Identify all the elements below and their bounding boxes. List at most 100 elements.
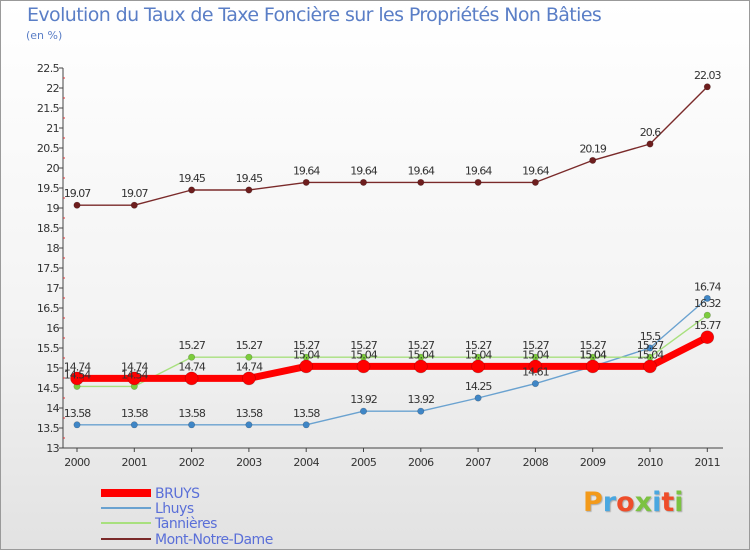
data-label: 19.45 xyxy=(236,172,263,185)
data-label: 15.04 xyxy=(465,348,492,361)
data-label: 15.77 xyxy=(694,319,721,332)
legend-label: Tannières xyxy=(154,516,217,532)
data-label: 15.27 xyxy=(178,339,205,352)
data-label: 15.27 xyxy=(293,339,320,352)
y-tick-label: 16 xyxy=(46,322,59,335)
data-point xyxy=(70,371,84,386)
data-label: 13.58 xyxy=(121,407,148,420)
data-point xyxy=(245,186,253,194)
series-line xyxy=(77,297,708,426)
data-label: 19.64 xyxy=(408,164,435,177)
data-label: 14.25 xyxy=(465,380,492,393)
x-tick-label: 2001 xyxy=(121,456,147,469)
data-label: 19.64 xyxy=(465,164,492,177)
data-label: 20.19 xyxy=(579,142,606,155)
y-tick-label: 18 xyxy=(46,242,59,255)
data-label: 15.27 xyxy=(637,339,664,352)
y-tick-label: 16.5 xyxy=(37,302,60,315)
data-label: 14.54 xyxy=(121,368,148,381)
data-point xyxy=(130,421,138,429)
y-tick-label: 13.5 xyxy=(37,422,60,435)
data-label: 15.27 xyxy=(579,339,606,352)
data-label: 19.45 xyxy=(178,172,205,185)
y-tick-label: 19 xyxy=(46,202,59,215)
data-point xyxy=(299,359,314,374)
data-point xyxy=(302,421,310,429)
y-tick-label: 21 xyxy=(46,122,59,135)
data-label: 19.64 xyxy=(522,164,549,177)
data-point xyxy=(184,371,199,386)
data-point xyxy=(531,178,539,186)
data-point xyxy=(531,380,539,388)
data-point xyxy=(73,201,81,209)
x-tick-label: 2005 xyxy=(351,456,377,469)
data-labels: 14.74 14.74 13.58 13.58 13.58 13.58 13.58 13.92… xyxy=(64,69,723,420)
y-tick-label: 22.5 xyxy=(37,62,60,75)
data-label: 13.58 xyxy=(64,407,91,420)
data-point xyxy=(589,156,597,164)
data-point xyxy=(528,359,543,374)
data-label: 15.27 xyxy=(236,339,263,352)
data-label: 15.27 xyxy=(408,339,435,352)
proxiti-logo: Proxiti xyxy=(583,487,684,518)
series-line xyxy=(77,86,708,206)
data-point xyxy=(188,421,196,429)
y-tick-label: 15.5 xyxy=(37,342,60,355)
data-label: 19.07 xyxy=(121,187,148,200)
x-tick-label: 2007 xyxy=(465,456,491,469)
x-tick-label: 2011 xyxy=(694,456,720,469)
data-label: 15.04 xyxy=(350,348,377,361)
legend-label: BRUYS xyxy=(155,486,200,502)
legend-label: Mont-Notre-Dame xyxy=(155,532,273,548)
data-label: 15.04 xyxy=(579,348,606,361)
data-point xyxy=(127,371,142,386)
data-label: 22.03 xyxy=(694,69,721,82)
data-label: 14.54 xyxy=(64,368,91,381)
y-unit-label: (en %) xyxy=(26,29,63,42)
y-tick-label: 14.5 xyxy=(37,382,60,395)
x-tick-label: 2006 xyxy=(408,456,434,469)
data-point xyxy=(646,140,654,148)
data-point xyxy=(471,359,485,374)
x-tick-label: 2009 xyxy=(580,456,606,469)
data-label: 16.74 xyxy=(694,280,721,293)
data-label: 14.74 xyxy=(178,360,205,373)
data-label: 16.32 xyxy=(694,297,721,310)
data-point xyxy=(413,359,428,374)
data-point xyxy=(703,83,711,91)
x-tick-label: 2002 xyxy=(179,456,205,469)
x-tick-label: 2003 xyxy=(236,456,262,469)
y-tick-label: 13 xyxy=(46,442,59,455)
series-line xyxy=(77,334,709,382)
series-line xyxy=(77,314,708,388)
data-point xyxy=(643,359,657,374)
data-label: 15.27 xyxy=(350,339,377,352)
legend-label: Lhuys xyxy=(155,501,194,517)
data-label: 13.92 xyxy=(408,393,435,406)
data-label: 15.04 xyxy=(293,348,320,361)
data-label: 13.58 xyxy=(236,407,263,420)
data-point xyxy=(245,353,253,361)
series-lines xyxy=(70,83,715,429)
data-point xyxy=(474,394,482,402)
data-label: 19.07 xyxy=(64,187,91,200)
y-tick-label: 17.5 xyxy=(37,262,60,275)
y-tick-label: 17 xyxy=(46,282,59,295)
data-point xyxy=(359,178,367,186)
data-label: 14.74 xyxy=(64,360,91,373)
y-tick-label: 22 xyxy=(46,82,59,95)
data-label: 15.27 xyxy=(465,339,492,352)
data-label: 15.04 xyxy=(408,348,435,361)
x-tick-label: 2010 xyxy=(637,456,663,469)
data-point xyxy=(646,344,654,352)
data-point xyxy=(474,178,482,186)
y-tick-label: 21.5 xyxy=(37,102,60,115)
data-point xyxy=(245,421,253,429)
y-tick-label: 20 xyxy=(46,162,59,175)
y-tick-label: 18.5 xyxy=(37,222,60,235)
data-label: 14.74 xyxy=(121,360,148,373)
data-label: 15.5 xyxy=(640,330,661,343)
y-tick-label: 20.5 xyxy=(37,142,60,155)
